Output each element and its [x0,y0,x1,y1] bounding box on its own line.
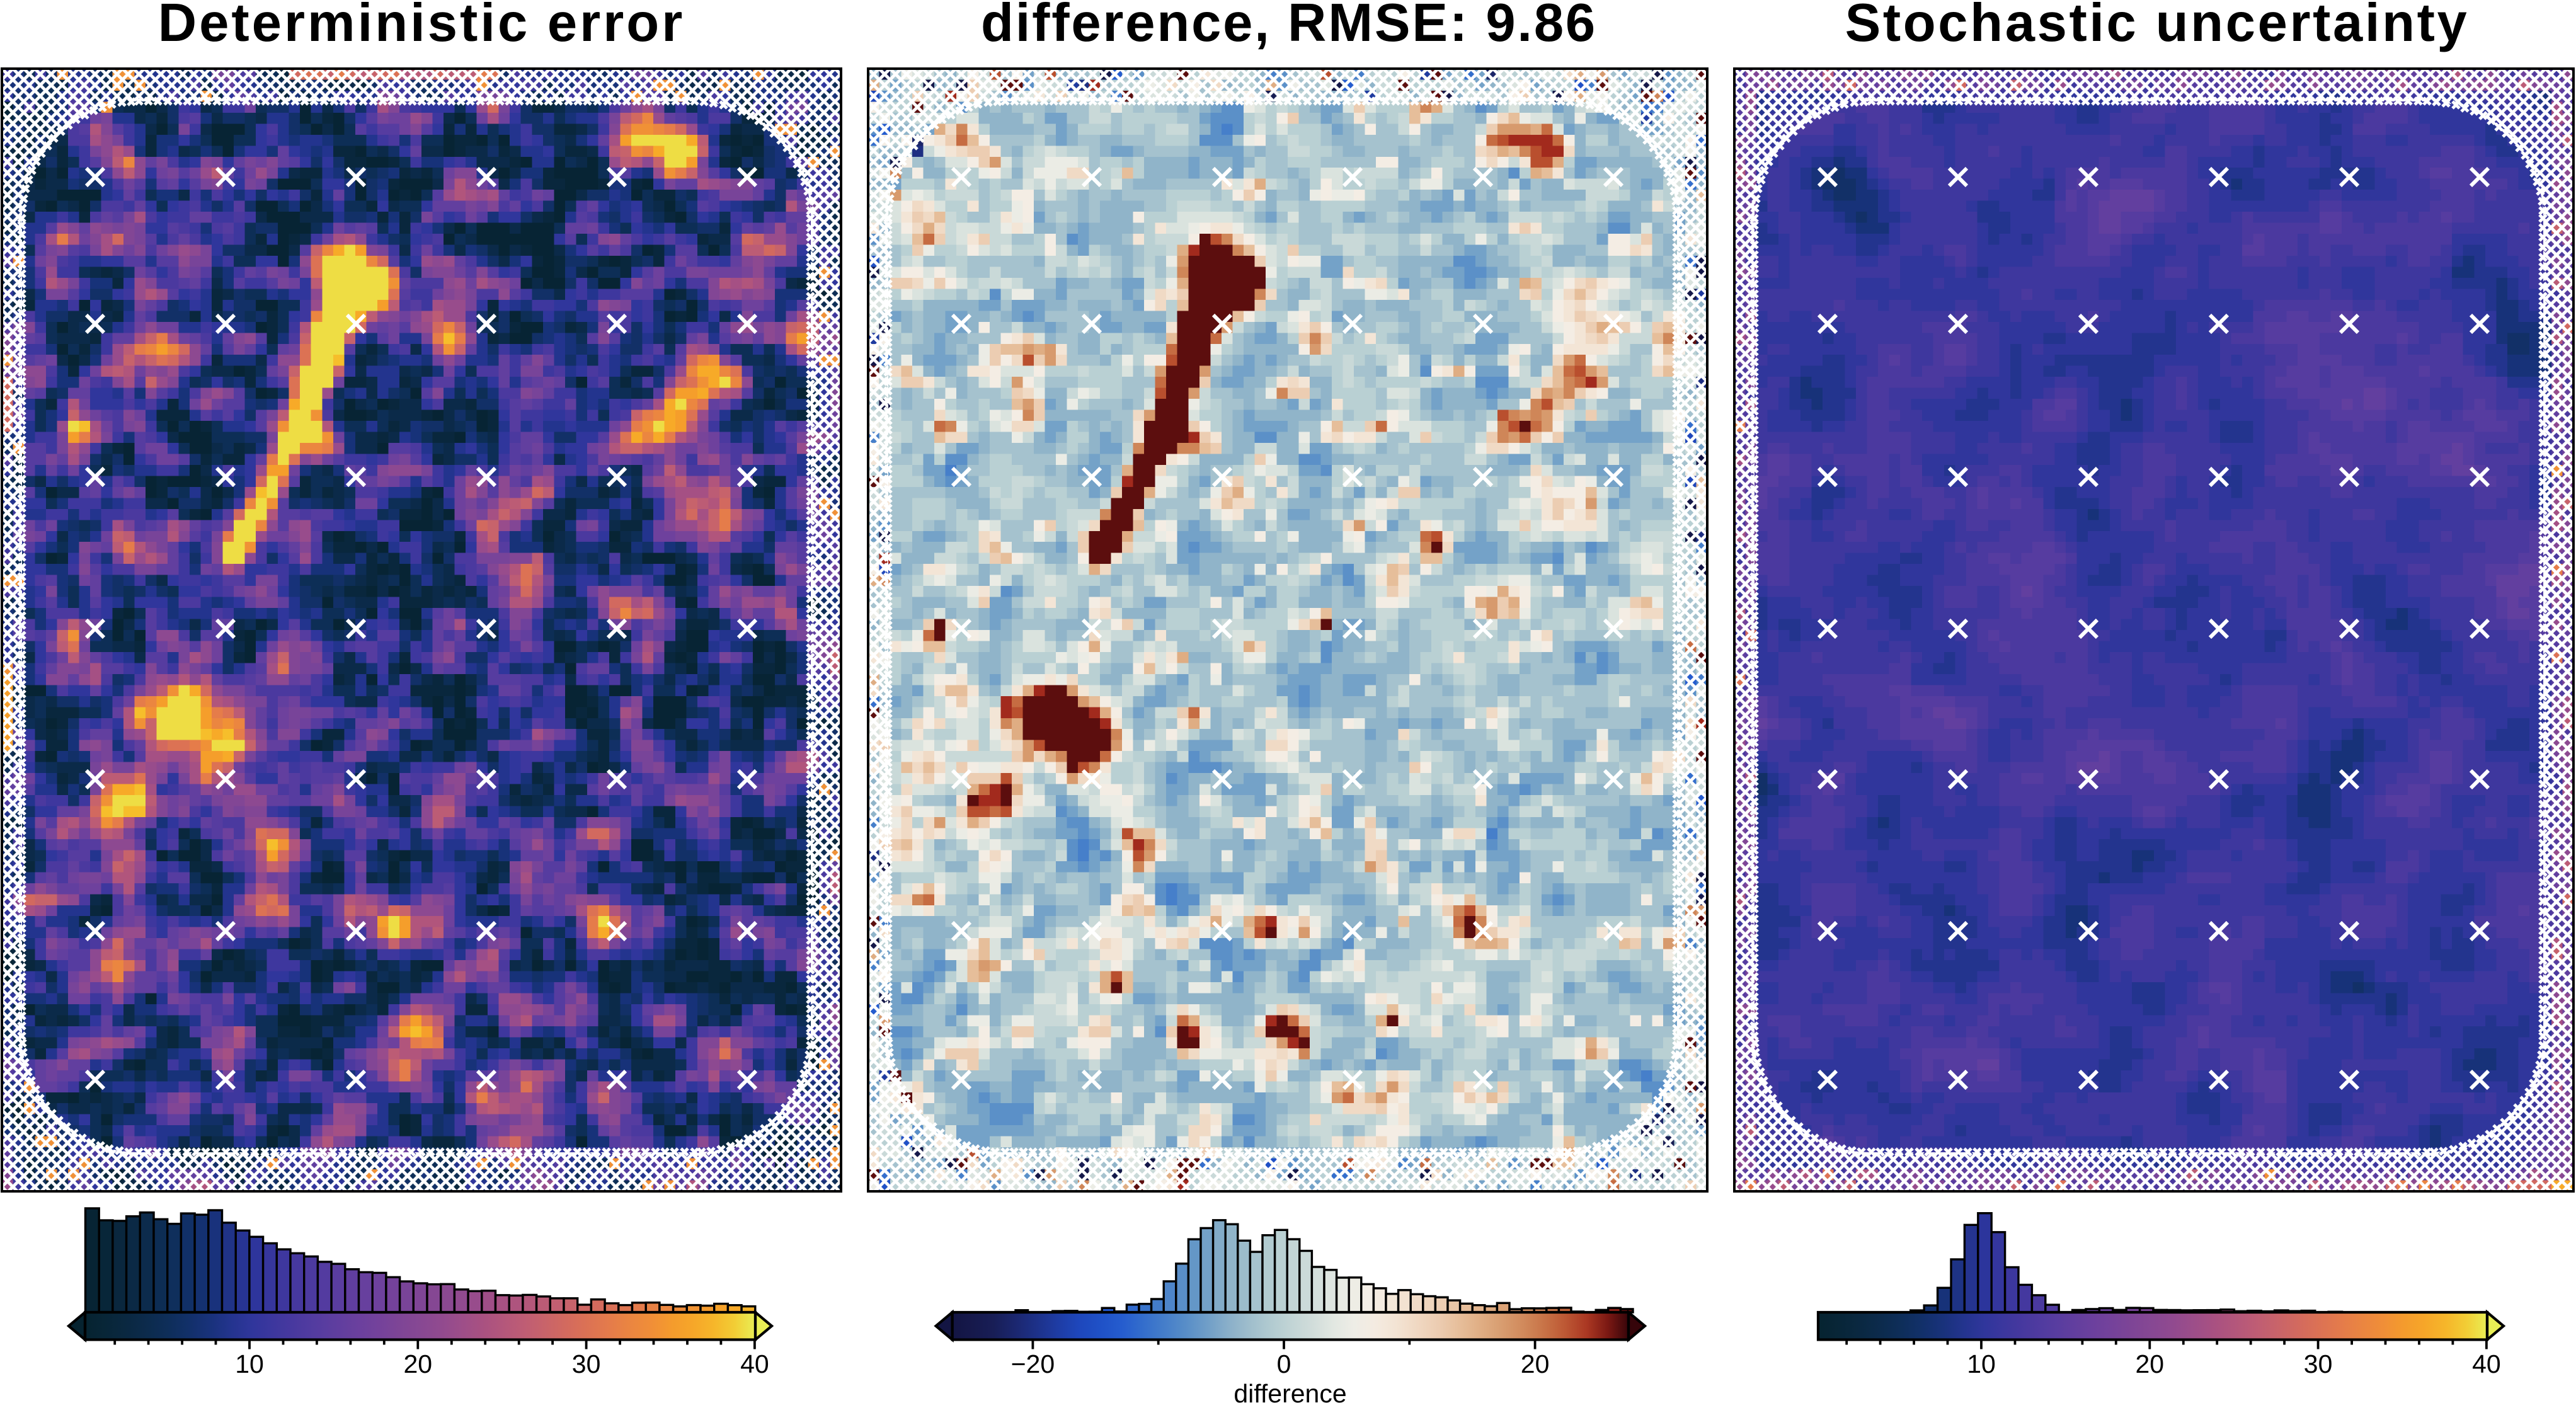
svg-text:40: 40 [740,1349,769,1378]
svg-text:10: 10 [1967,1349,1996,1378]
svg-text:Deterministic error: Deterministic error [158,0,685,53]
svg-text:−20: −20 [1011,1349,1055,1378]
svg-text:30: 30 [2304,1349,2333,1378]
svg-text:0: 0 [1277,1349,1291,1378]
svg-text:20: 20 [2135,1349,2164,1378]
svg-text:difference: difference [1234,1379,1346,1403]
svg-text:40: 40 [2472,1349,2501,1378]
svg-text:Stochastic uncertainty: Stochastic uncertainty [1845,0,2470,53]
svg-text:10: 10 [235,1349,264,1378]
svg-text:20: 20 [403,1349,432,1378]
svg-text:difference, RMSE: 9.86: difference, RMSE: 9.86 [981,0,1597,53]
svg-text:30: 30 [572,1349,601,1378]
svg-text:20: 20 [1521,1349,1550,1378]
